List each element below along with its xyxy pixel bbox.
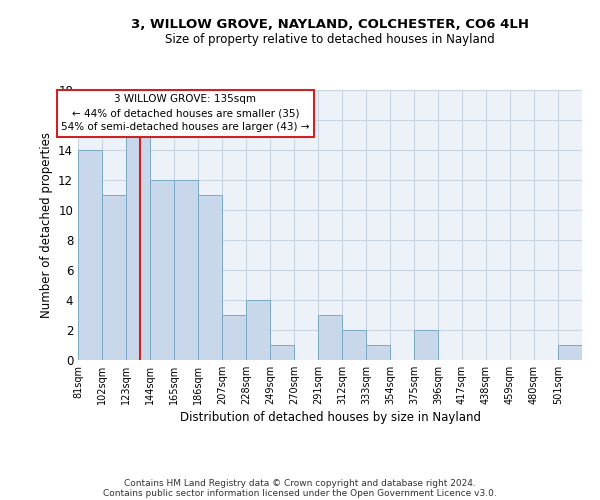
Bar (246, 300, 270, 360)
X-axis label: Distribution of detached houses by size in Nayland: Distribution of detached houses by size … (179, 411, 481, 424)
Bar (198, 195, 222, 360)
Text: Contains HM Land Registry data © Crown copyright and database right 2024.: Contains HM Land Registry data © Crown c… (124, 478, 476, 488)
Bar (342, 330, 366, 360)
Y-axis label: Number of detached properties: Number of detached properties (40, 132, 53, 318)
Text: 3, WILLOW GROVE, NAYLAND, COLCHESTER, CO6 4LH: 3, WILLOW GROVE, NAYLAND, COLCHESTER, CO… (131, 18, 529, 30)
Bar (102, 195, 126, 360)
Bar (126, 135, 150, 360)
Text: Contains public sector information licensed under the Open Government Licence v3: Contains public sector information licen… (103, 488, 497, 498)
Bar (174, 180, 198, 360)
Bar (222, 315, 246, 360)
Text: Size of property relative to detached houses in Nayland: Size of property relative to detached ho… (165, 32, 495, 46)
Bar (318, 315, 342, 360)
Bar (558, 345, 582, 360)
Bar (414, 330, 438, 360)
Bar (270, 345, 294, 360)
Bar (366, 345, 390, 360)
Bar (150, 180, 174, 360)
Text: 3 WILLOW GROVE: 135sqm
← 44% of detached houses are smaller (35)
54% of semi-det: 3 WILLOW GROVE: 135sqm ← 44% of detached… (61, 94, 310, 132)
Bar (78, 150, 102, 360)
